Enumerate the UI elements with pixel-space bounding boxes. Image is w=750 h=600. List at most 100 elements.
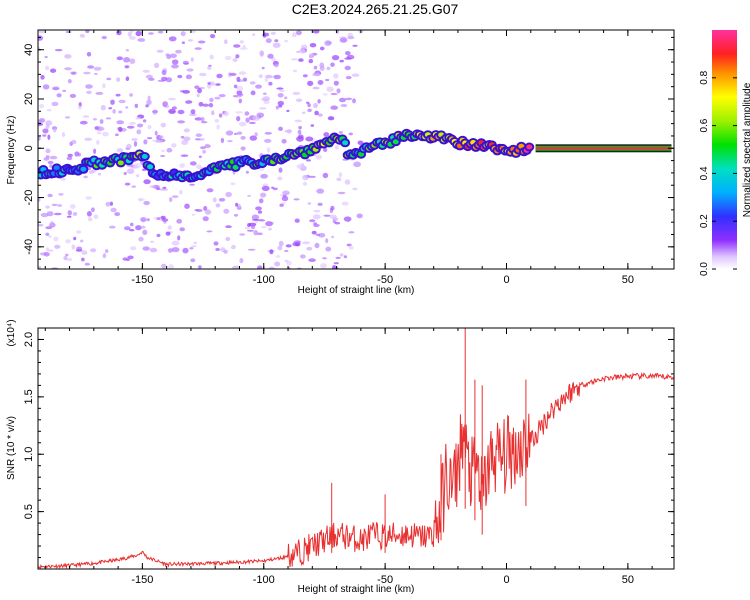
noise-speckle [125,106,129,109]
noise-speckle [253,230,259,236]
noise-speckle [79,120,88,125]
noise-speckle [67,153,73,158]
noise-speckle [191,213,195,216]
noise-speckle [63,256,68,260]
noise-speckle [165,231,171,236]
noise-speckle [45,205,50,209]
noise-speckle [149,247,158,253]
noise-speckle [229,72,237,76]
noise-speckle [93,66,102,71]
noise-speckle [322,93,329,96]
noise-speckle [308,258,316,263]
noise-speckle [45,65,50,71]
noise-speckle [224,39,228,44]
noise-speckle [292,69,297,73]
noise-speckle [264,77,269,83]
noise-speckle [114,212,121,217]
noise-speckle [257,265,263,269]
noise-speckle [203,206,208,211]
noise-speckle [46,247,50,252]
noise-speckle [66,215,72,218]
noise-speckle [334,145,339,150]
noise-speckle [239,40,244,44]
noise-speckle [232,95,238,98]
noise-speckle [345,51,351,56]
noise-speckle [148,32,154,35]
noise-speckle [302,241,310,245]
noise-speckle [115,133,119,137]
noise-speckle [315,233,321,236]
noise-speckle [259,167,265,171]
noise-speckle [260,226,267,229]
y-tick-label: -20 [23,190,35,206]
noise-speckle [323,132,330,138]
noise-speckle [265,38,272,44]
noise-speckle [182,247,189,254]
noise-speckle [319,65,325,71]
noise-speckle [180,135,185,139]
noise-speckle [261,66,265,70]
noise-speckle [316,188,325,194]
noise-speckle [183,62,189,65]
noise-speckle [96,131,102,135]
noise-speckle [308,53,314,58]
noise-speckle [46,109,52,112]
noise-speckle [86,90,92,95]
noise-speckle [238,98,242,104]
noise-speckle [182,90,190,94]
noise-speckle [306,246,313,251]
noise-speckle [200,146,206,150]
noise-speckle [252,115,260,121]
snr-spikes [331,328,527,553]
noise-speckle [185,74,192,80]
noise-speckle [189,247,194,250]
noise-speckle [85,196,92,200]
noise-speckle [268,266,276,269]
noise-speckle [230,182,236,186]
noise-speckle [311,230,317,235]
noise-speckle [166,147,173,153]
noise-speckle [353,161,361,168]
noise-speckle [83,175,88,179]
noise-speckle [168,197,173,203]
noise-speckle [258,198,264,204]
noise-speckle [242,44,246,49]
noise-speckle [116,148,124,153]
noise-speckle [248,222,257,227]
noise-speckle [105,117,112,120]
colorbar-tick-label: 0.4 [699,166,710,180]
noise-speckle [126,258,130,261]
noise-speckle [159,188,168,191]
noise-speckle [313,223,320,228]
noise-speckle [344,57,352,60]
noise-speckle [198,155,202,159]
noise-speckle [135,30,142,37]
noise-speckle [196,93,200,98]
noise-speckle [307,108,312,113]
noise-speckle [298,58,304,62]
noise-speckle [225,130,234,136]
noise-speckle [213,241,219,246]
noise-speckle [209,54,214,60]
noise-speckle [66,156,73,161]
y-tick-label: 0 [23,145,35,151]
noise-speckle [237,93,244,97]
noise-speckle [258,219,266,222]
noise-speckle [216,124,220,130]
noise-speckle [245,117,250,123]
noise-speckle [244,227,251,230]
noise-speckle [257,210,263,214]
noise-speckle [44,55,48,59]
noise-speckle [171,247,180,253]
noise-speckle [314,242,320,249]
noise-speckle [64,67,72,71]
noise-speckle [238,121,247,127]
snr-series-line [38,371,674,569]
noise-speckle [96,140,100,145]
noise-speckle [168,108,176,114]
noise-speckle [171,195,179,199]
noise-speckle [67,79,72,84]
noise-speckle [276,87,284,90]
noise-speckle [199,72,207,77]
noise-speckle [240,146,246,151]
